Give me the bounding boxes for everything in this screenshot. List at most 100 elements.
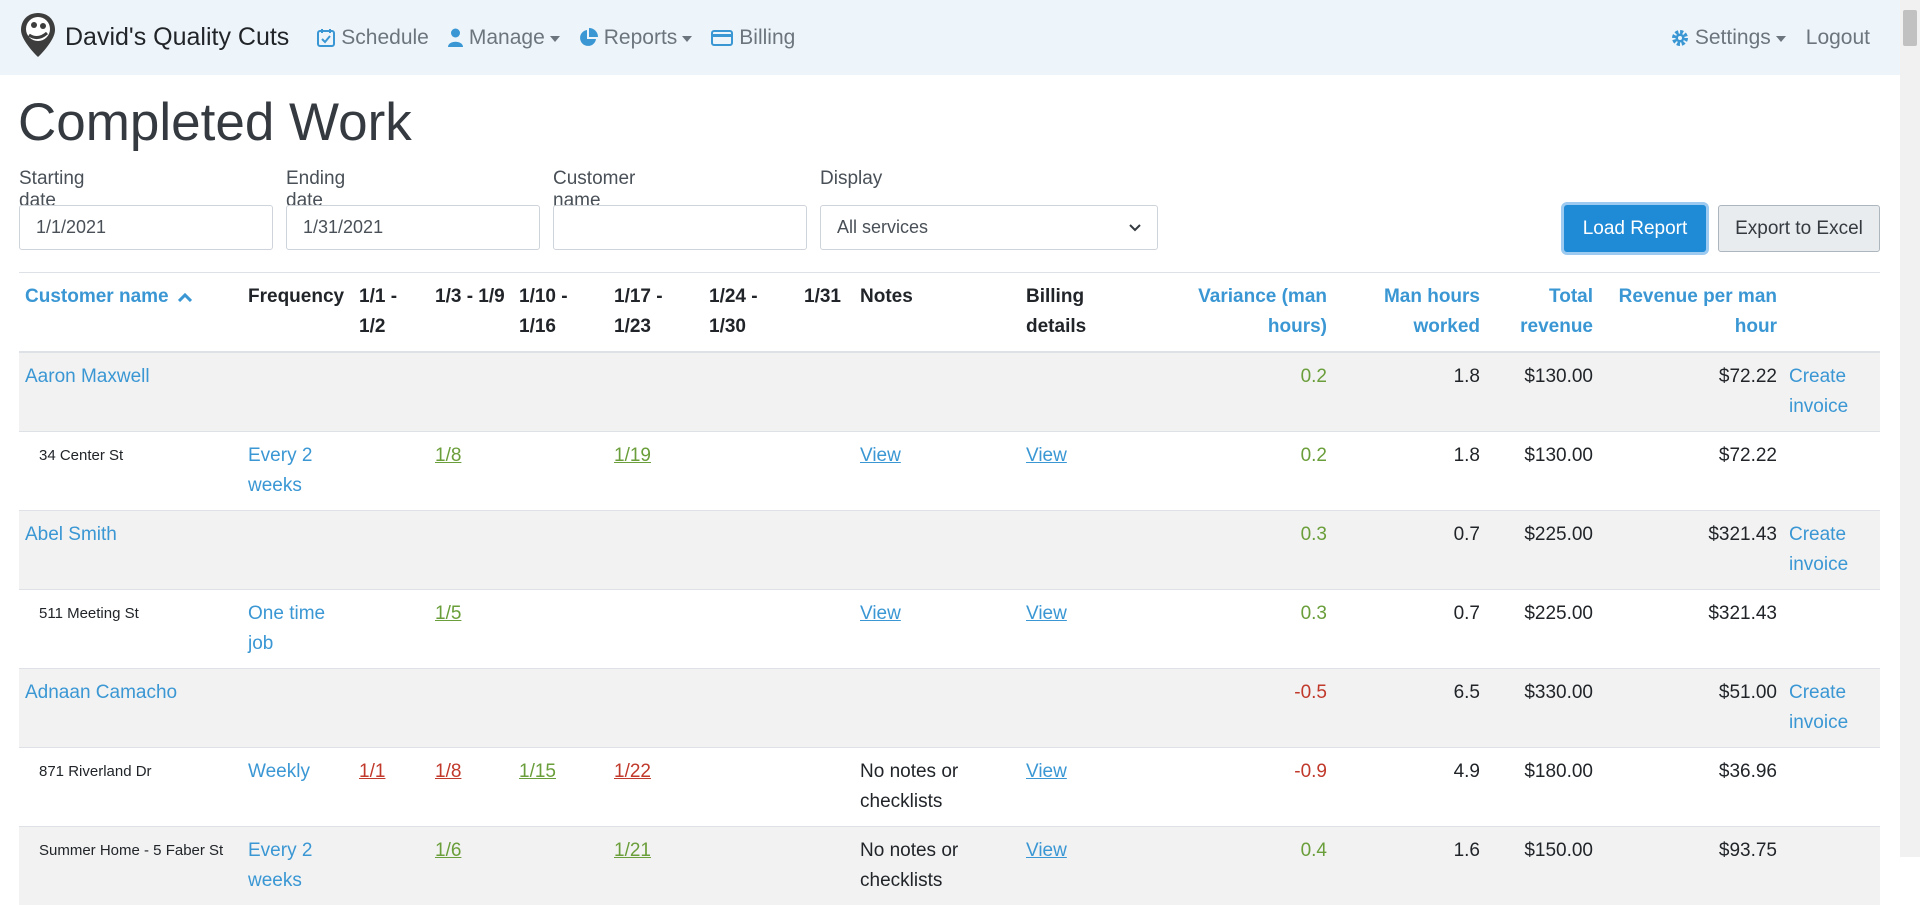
- user-icon: [448, 28, 463, 47]
- total-revenue-value: $225.00: [1486, 511, 1599, 590]
- man-hours-value: 1.6: [1333, 827, 1486, 905]
- notes-text: No notes or checklists: [854, 748, 1020, 827]
- revenue-per-hour-value: $51.00: [1599, 669, 1783, 748]
- variance-value: 0.3: [1149, 511, 1333, 590]
- display-select[interactable]: All services: [820, 205, 1158, 250]
- create-invoice-link[interactable]: Create invoice: [1783, 511, 1880, 590]
- property-row: 511 Meeting St One time job 1/5 View Vie…: [19, 590, 1880, 669]
- billing-view-link[interactable]: View: [1026, 603, 1067, 624]
- col-total-revenue[interactable]: Total revenue: [1486, 273, 1599, 353]
- visit-date-link[interactable]: 1/8: [435, 761, 461, 782]
- gear-icon: [1671, 29, 1689, 47]
- col-actions: [1783, 273, 1880, 353]
- chevron-down-icon: [1129, 224, 1141, 232]
- customer-name-link[interactable]: Adnaan Camacho: [19, 669, 242, 748]
- total-revenue-value: $180.00: [1486, 748, 1599, 827]
- visit-date-link[interactable]: 1/6: [435, 840, 461, 861]
- frequency-link[interactable]: Weekly: [242, 748, 353, 827]
- visit-date-link[interactable]: 1/8: [435, 445, 461, 466]
- col-man-hours[interactable]: Man hours worked: [1333, 273, 1486, 353]
- col-revenue-per-hour[interactable]: Revenue per man hour: [1599, 273, 1783, 353]
- col-billing-details: Billing details: [1020, 273, 1149, 353]
- nav-schedule[interactable]: Schedule: [317, 26, 429, 50]
- variance-value: 0.3: [1149, 590, 1333, 669]
- revenue-per-hour-value: $321.43: [1599, 511, 1783, 590]
- notes-view-link[interactable]: View: [860, 603, 901, 624]
- table-header-row: Customer name Frequency 1/1 - 1/2 1/3 - …: [19, 273, 1880, 353]
- page-scrollbar[interactable]: [1900, 0, 1920, 857]
- display-label: Display: [820, 168, 882, 190]
- ending-date-input[interactable]: [286, 205, 540, 250]
- nav-reports[interactable]: Reports: [579, 26, 693, 50]
- col-frequency: Frequency: [242, 273, 353, 353]
- billing-view-link[interactable]: View: [1026, 761, 1067, 782]
- revenue-per-hour-value: $93.75: [1599, 827, 1783, 905]
- nav-reports-label: Reports: [604, 26, 678, 50]
- variance-value: 0.2: [1149, 352, 1333, 432]
- visit-date-link[interactable]: 1/22: [614, 761, 651, 782]
- customer-name-link[interactable]: Aaron Maxwell: [19, 352, 242, 432]
- col-variance[interactable]: Variance (man hours): [1149, 273, 1333, 353]
- chevron-down-icon: [1776, 36, 1786, 42]
- frequency-link[interactable]: One time job: [242, 590, 353, 669]
- col-week-2: 1/3 - 1/9: [429, 273, 513, 353]
- col-notes: Notes: [854, 273, 1020, 353]
- nav-billing[interactable]: Billing: [711, 26, 795, 50]
- customer-row: Adnaan Camacho -0.5 6.5 $330.00 $51.00 C…: [19, 669, 1880, 748]
- notes-view-link[interactable]: View: [860, 445, 901, 466]
- nav-settings[interactable]: Settings: [1671, 26, 1786, 50]
- frequency-link[interactable]: Every 2 weeks: [242, 432, 353, 511]
- nav-billing-label: Billing: [739, 26, 795, 50]
- revenue-per-hour-value: $321.43: [1599, 590, 1783, 669]
- revenue-per-hour-value: $36.96: [1599, 748, 1783, 827]
- nav-schedule-label: Schedule: [341, 26, 429, 50]
- col-week-4: 1/17 - 1/23: [608, 273, 703, 353]
- completed-work-table: Customer name Frequency 1/1 - 1/2 1/3 - …: [19, 272, 1880, 905]
- man-hours-value: 4.9: [1333, 748, 1486, 827]
- nav-settings-label: Settings: [1695, 26, 1771, 50]
- variance-value: -0.9: [1149, 748, 1333, 827]
- nav-manage-label: Manage: [469, 26, 545, 50]
- man-hours-value: 1.8: [1333, 432, 1486, 511]
- export-to-excel-button[interactable]: Export to Excel: [1718, 205, 1880, 252]
- visit-date-link[interactable]: 1/5: [435, 603, 461, 624]
- customer-name-input[interactable]: [553, 205, 807, 250]
- visit-date-link[interactable]: 1/15: [519, 761, 556, 782]
- frequency-link[interactable]: Every 2 weeks: [242, 827, 353, 905]
- brand-name: David's Quality Cuts: [65, 23, 289, 52]
- property-address: 34 Center St: [19, 432, 242, 511]
- create-invoice-link[interactable]: Create invoice: [1783, 352, 1880, 432]
- customer-name-link[interactable]: Abel Smith: [19, 511, 242, 590]
- total-revenue-value: $130.00: [1486, 432, 1599, 511]
- visit-date-link[interactable]: 1/21: [614, 840, 651, 861]
- nav-logout-label: Logout: [1806, 26, 1870, 50]
- visit-date-link[interactable]: 1/1: [359, 761, 385, 782]
- col-week-5: 1/24 - 1/30: [703, 273, 798, 353]
- revenue-per-hour-value: $72.22: [1599, 432, 1783, 511]
- property-address: 871 Riverland Dr: [19, 748, 242, 827]
- customer-row: Aaron Maxwell 0.2 1.8 $130.00 $72.22 Cre…: [19, 352, 1880, 432]
- man-hours-value: 1.8: [1333, 352, 1486, 432]
- variance-value: -0.5: [1149, 669, 1333, 748]
- notes-text: No notes or checklists: [854, 827, 1020, 905]
- nav-manage[interactable]: Manage: [448, 26, 560, 50]
- col-customer-name-label: Customer name: [25, 286, 169, 307]
- property-address: Summer Home - 5 Faber St: [19, 827, 242, 905]
- billing-view-link[interactable]: View: [1026, 840, 1067, 861]
- col-week-3: 1/10 - 1/16: [513, 273, 608, 353]
- col-week-1: 1/1 - 1/2: [353, 273, 429, 353]
- brand[interactable]: David's Quality Cuts: [19, 11, 289, 64]
- starting-date-input[interactable]: [19, 205, 273, 250]
- chevron-down-icon: [550, 36, 560, 42]
- col-customer-name[interactable]: Customer name: [19, 273, 242, 353]
- visit-date-link[interactable]: 1/19: [614, 445, 651, 466]
- billing-view-link[interactable]: View: [1026, 445, 1067, 466]
- scrollbar-thumb[interactable]: [1903, 10, 1917, 46]
- property-address: 511 Meeting St: [19, 590, 242, 669]
- create-invoice-link[interactable]: Create invoice: [1783, 669, 1880, 748]
- load-report-button[interactable]: Load Report: [1564, 205, 1706, 252]
- revenue-per-hour-value: $72.22: [1599, 352, 1783, 432]
- nav-logout[interactable]: Logout: [1806, 26, 1870, 50]
- variance-value: 0.4: [1149, 827, 1333, 905]
- property-row: 34 Center St Every 2 weeks 1/8 1/19 View…: [19, 432, 1880, 511]
